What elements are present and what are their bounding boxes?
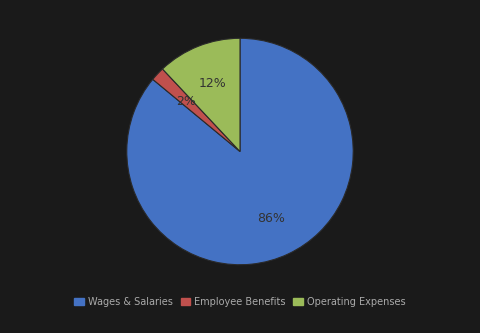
- Wedge shape: [127, 38, 353, 265]
- Text: 86%: 86%: [257, 211, 285, 224]
- Wedge shape: [163, 38, 240, 152]
- Text: 2%: 2%: [177, 95, 196, 108]
- Wedge shape: [153, 69, 240, 152]
- Legend: Wages & Salaries, Employee Benefits, Operating Expenses: Wages & Salaries, Employee Benefits, Ope…: [71, 293, 409, 311]
- Text: 12%: 12%: [199, 77, 227, 90]
